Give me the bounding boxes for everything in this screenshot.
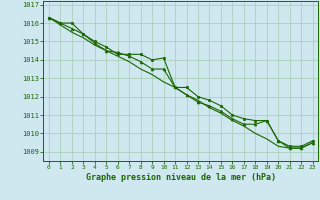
X-axis label: Graphe pression niveau de la mer (hPa): Graphe pression niveau de la mer (hPa) <box>86 173 276 182</box>
